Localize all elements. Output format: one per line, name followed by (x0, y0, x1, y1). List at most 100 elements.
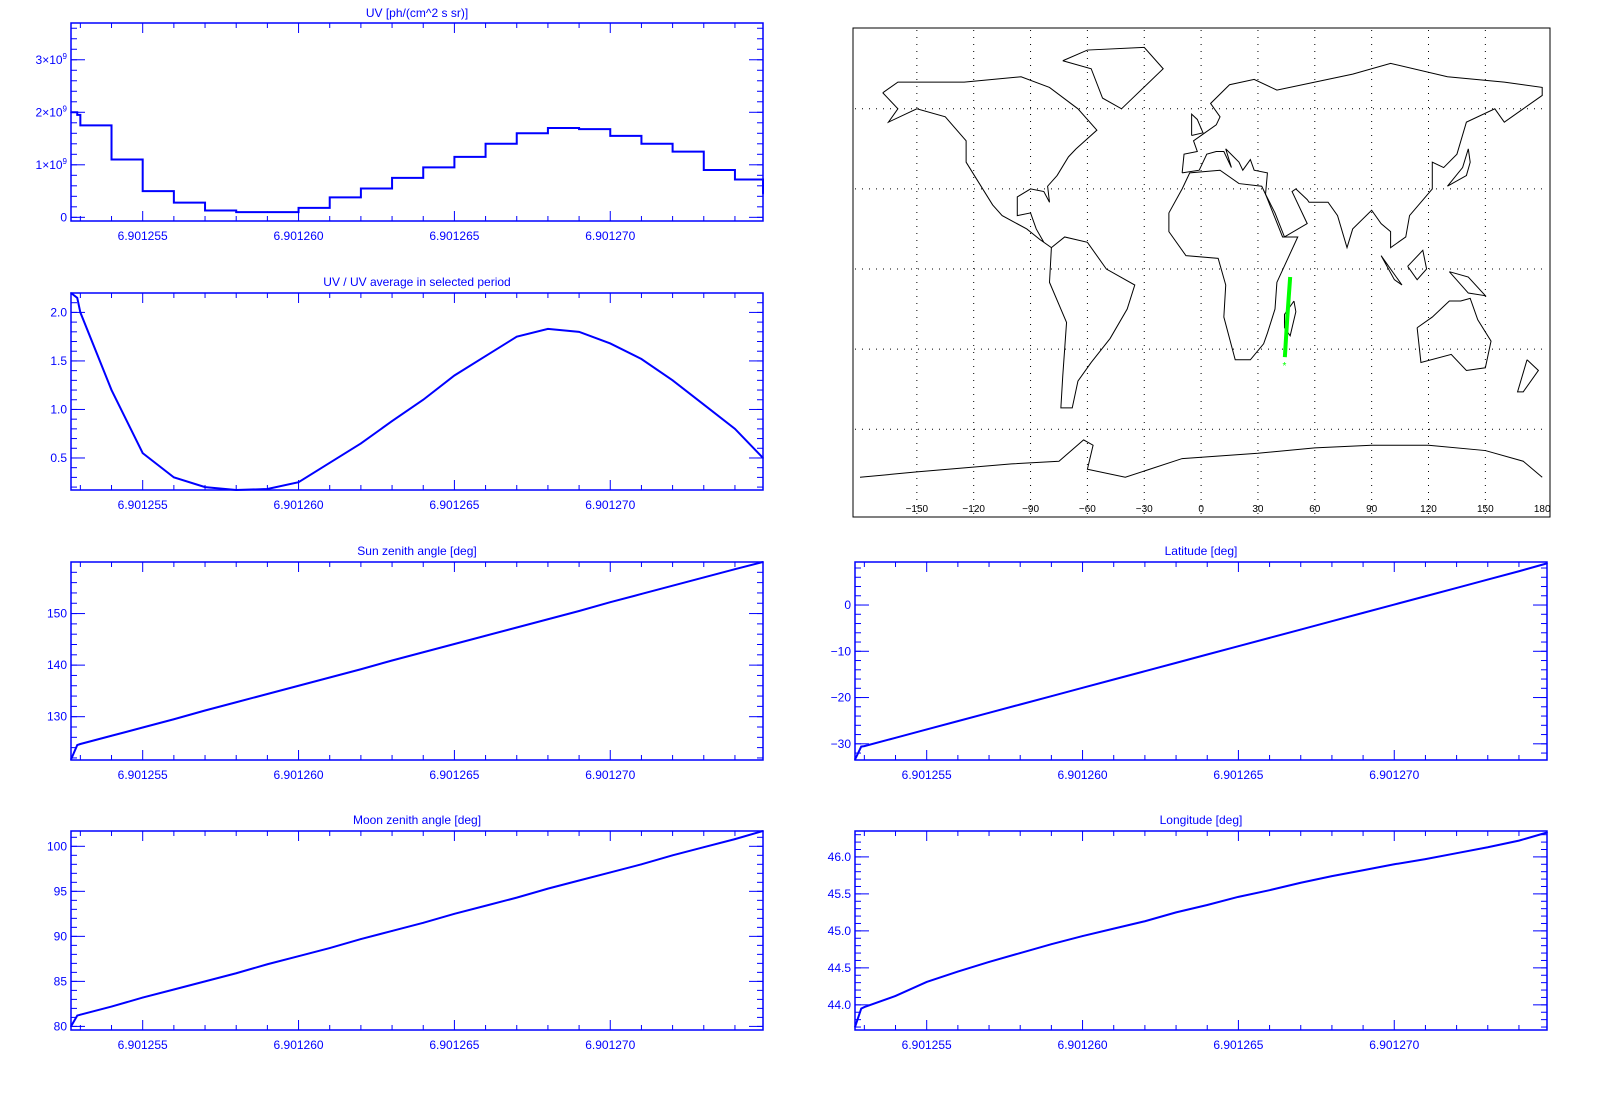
data-point (76, 114, 79, 116)
data-point (1299, 881, 1302, 884)
data-point (235, 211, 238, 213)
data-point (453, 156, 456, 158)
data-point (1393, 863, 1396, 866)
data-point (391, 659, 393, 662)
data-point (76, 297, 79, 299)
x-tick-label: 6.901255 (902, 1038, 952, 1052)
antarctica-coastline (859, 439, 1543, 478)
data-point (640, 593, 643, 595)
data-point (422, 166, 425, 169)
data-point (578, 331, 580, 333)
data-point (609, 135, 612, 137)
latitude-chart: Latitude [deg] 6.901255 6.901260 6.901265 6.… (831, 544, 1548, 782)
lon-tick-label: −150 (906, 504, 929, 515)
data-point (762, 192, 764, 195)
data-point (854, 758, 856, 761)
data-point (863, 745, 866, 747)
data-point (671, 150, 674, 153)
data-point (297, 481, 300, 484)
data-point (957, 720, 959, 722)
data-point (894, 995, 897, 997)
lon-tick-label: −30 (1136, 504, 1153, 515)
data-point (328, 462, 331, 464)
data-point (547, 328, 549, 330)
data-point (1144, 920, 1146, 923)
lon-tick-label: 150 (1477, 504, 1494, 515)
data-point (671, 379, 674, 382)
data-point (204, 980, 206, 983)
data-point (110, 389, 113, 391)
y-tick-label: 3×109 (36, 52, 68, 67)
lon-tick-label: 90 (1366, 504, 1378, 515)
x-tick-label: 6.901260 (274, 498, 324, 512)
x-tick-label: 6.901255 (118, 768, 168, 782)
data-point (1206, 653, 1209, 656)
data-point (328, 676, 331, 679)
data-point (173, 718, 175, 721)
y-tick-label: 80 (54, 1019, 68, 1033)
data-line (854, 562, 1548, 760)
data-point (1112, 927, 1115, 930)
lon-tick-label: 30 (1252, 504, 1264, 515)
data-point (988, 712, 990, 714)
data-point (266, 211, 269, 213)
y-tick-label: −10 (831, 644, 852, 658)
data-point (235, 701, 238, 704)
longitude-chart: Longitude [deg] 6.901255 6.901260 6.901265 6… (828, 813, 1548, 1052)
chart-title: Latitude [deg] (1165, 544, 1238, 558)
data-point (484, 355, 487, 357)
x-tick-label: 6.901270 (585, 229, 635, 243)
data-point (1081, 687, 1084, 689)
x-tick-label: 6.901265 (429, 498, 479, 512)
data-point (1424, 858, 1427, 860)
data-point (1546, 562, 1548, 565)
data-point (70, 1025, 72, 1028)
data-line (70, 561, 764, 760)
data-point (297, 684, 300, 687)
data-point (76, 1014, 79, 1017)
plot-frame (70, 22, 764, 222)
lon-tick-label: 60 (1309, 504, 1321, 515)
data-point (702, 576, 705, 579)
y-tick-label: 0 (60, 210, 67, 224)
data-point (1455, 587, 1458, 589)
data-line (71, 111, 764, 214)
x-tick-label: 6.901265 (429, 229, 479, 243)
data-point (988, 961, 990, 963)
data-point (235, 489, 238, 491)
x-tick-label: 6.901265 (429, 768, 479, 782)
sun-zenith-chart: Sun zenith angle [deg] 6.901255 6.901260 6.… (47, 544, 764, 782)
data-point (1081, 935, 1084, 937)
data-point (863, 1006, 866, 1008)
y-tick-label: 1.5 (50, 354, 67, 368)
data-point (702, 403, 705, 406)
y-tick-label: 85 (54, 974, 68, 988)
new-zealand-coastline (1516, 359, 1540, 393)
data-point (266, 693, 269, 695)
greenland-coastline (1062, 46, 1164, 110)
data-point (391, 177, 393, 179)
data-point (1237, 896, 1240, 898)
data-point (110, 1005, 113, 1008)
uv-ratio-chart: UV / UV average in selected period 6.9012… (50, 275, 764, 512)
y-tick-label: −20 (831, 691, 852, 705)
track-end-marker: * (1283, 361, 1287, 372)
data-point (734, 178, 736, 181)
x-tick-label: 6.901270 (1369, 768, 1419, 782)
y-tick-label: 44.5 (828, 961, 852, 975)
data-point (762, 561, 764, 563)
x-tick-label: 6.901255 (118, 229, 168, 243)
data-point (141, 726, 144, 729)
data-point (1455, 852, 1458, 854)
borneo-coastline (1407, 249, 1428, 281)
x-tick-label: 6.901270 (585, 768, 635, 782)
y-tick-label: 2×109 (36, 104, 68, 119)
lon-tick-label: 0 (1198, 504, 1204, 515)
data-point (854, 1026, 856, 1028)
data-point (547, 887, 549, 890)
data-point (515, 132, 518, 135)
data-point (734, 568, 736, 571)
data-point (1486, 578, 1489, 581)
data-point (1050, 943, 1053, 945)
y-tick-label: 1.0 (50, 402, 67, 416)
